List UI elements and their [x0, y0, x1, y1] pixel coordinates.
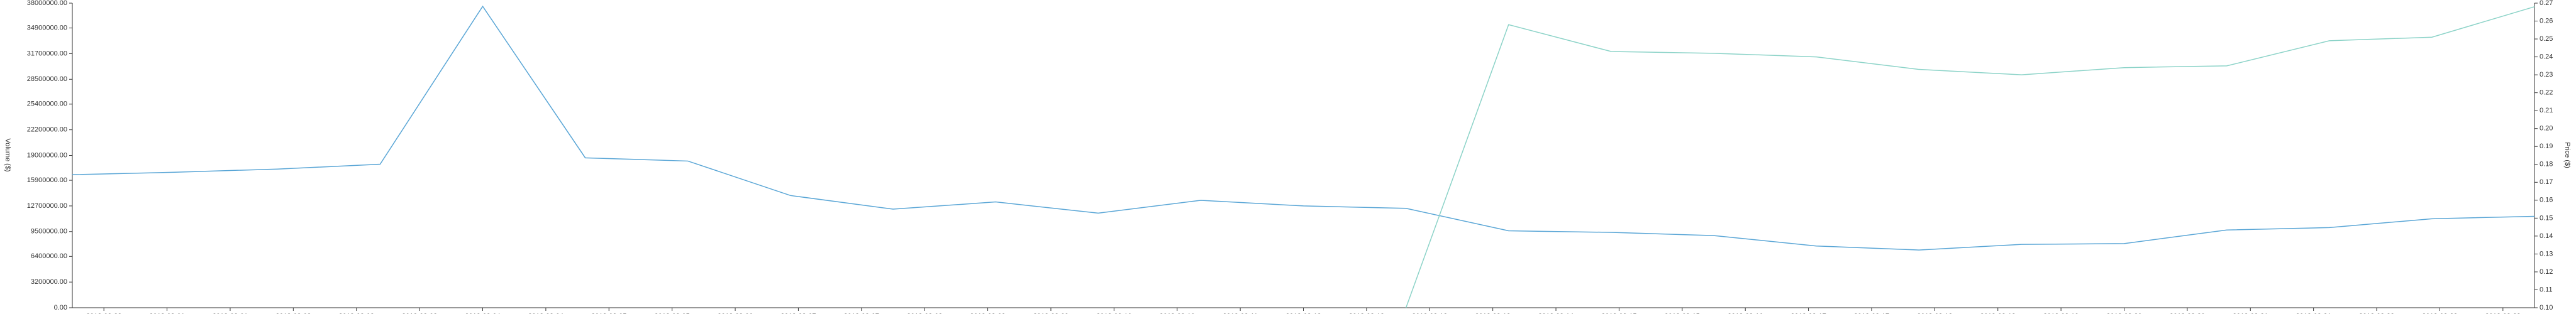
- x-tick-label: 2018-03-04: [465, 313, 500, 314]
- x-tick-label: 2018-02-28: [86, 313, 121, 314]
- y-axis-label: Volume ($): [4, 138, 11, 171]
- x-tick-label: 2018-03-21: [2233, 313, 2268, 314]
- y2-tick-label: 0.22: [2540, 89, 2553, 97]
- x-tick-label: 2018-03-07: [844, 313, 879, 314]
- series-line: [1405, 6, 2535, 308]
- y2-tick-label: 0.12: [2540, 268, 2553, 276]
- x-tick-label: 2018-03-10: [1160, 313, 1195, 314]
- x-tick-label: 2018-03-23: [2422, 313, 2457, 314]
- y2-tick-label: 0.24: [2540, 53, 2553, 60]
- x-tick-label: 2018-03-10: [1096, 313, 1131, 314]
- y2-tick-label: 0.16: [2540, 197, 2553, 204]
- x-tick-label: 2018-03-16: [1728, 313, 1763, 314]
- y-tick-label: 31700000.00: [27, 50, 67, 57]
- x-tick-label: 2018-03-11: [1223, 313, 1257, 314]
- x-tick-label: 2018-03-23: [2485, 313, 2521, 314]
- y2-tick-label: 0.15: [2540, 214, 2553, 222]
- x-tick-label: 2018-03-12: [1349, 313, 1384, 314]
- y-tick-label: 6400000.00: [31, 252, 67, 260]
- x-tick-label: 2018-03-07: [780, 313, 816, 314]
- y2-axis-label: Price ($): [2563, 142, 2571, 168]
- x-tick-label: 2018-03-05: [591, 313, 626, 314]
- x-tick-label: 2018-03-01: [149, 313, 184, 314]
- y2-tick-label: 0.19: [2540, 143, 2553, 150]
- x-tick-label: 2018-03-04: [528, 313, 564, 314]
- y-tick-label: 28500000.00: [27, 75, 67, 83]
- y-tick-label: 19000000.00: [27, 151, 67, 159]
- y-tick-label: 22200000.00: [27, 126, 67, 134]
- x-tick-label: 2018-03-05: [655, 313, 690, 314]
- series-line: [72, 5, 2535, 251]
- x-tick-label: 2018-03-13: [1412, 313, 1447, 314]
- x-tick-label: 2018-03-13: [1475, 313, 1511, 314]
- y2-tick-label: 0.26: [2540, 17, 2553, 24]
- x-tick-label: 2018-03-08: [907, 313, 942, 314]
- x-tick-label: 2018-03-09: [1033, 313, 1069, 314]
- y-tick-label: 3200000.00: [31, 278, 67, 286]
- y2-tick-label: 0.13: [2540, 250, 2553, 257]
- y-tick-label: 25400000.00: [27, 100, 67, 108]
- y2-tick-label: 0.25: [2540, 35, 2553, 43]
- y2-tick-label: 0.11: [2540, 286, 2553, 293]
- x-tick-label: 2018-03-12: [1285, 313, 1321, 314]
- x-tick-label: 2018-03-02: [339, 313, 374, 314]
- y2-tick-label: 0.18: [2540, 161, 2553, 168]
- x-tick-label: 2018-03-15: [1665, 313, 1700, 314]
- x-tick-label: 2018-03-03: [402, 313, 437, 314]
- y-tick-label: 12700000.00: [27, 202, 67, 210]
- y2-tick-label: 0.27: [2540, 0, 2553, 7]
- y-tick-label: 9500000.00: [31, 228, 67, 236]
- y-tick-label: 34900000.00: [27, 24, 67, 31]
- y2-tick-label: 0.17: [2540, 178, 2553, 186]
- x-tick-label: 2018-03-02: [275, 313, 311, 314]
- y-tick-label: 15900000.00: [27, 176, 67, 184]
- y2-tick-label: 0.10: [2540, 304, 2553, 311]
- x-tick-label: 2018-03-17: [1790, 313, 1826, 314]
- y2-tick-label: 0.20: [2540, 125, 2553, 133]
- x-tick-label: 2018-03-18: [1980, 313, 2016, 314]
- x-tick-label: 2018-03-15: [1601, 313, 1636, 314]
- x-tick-label: 2018-03-17: [1854, 313, 1889, 314]
- x-tick-label: 2018-03-22: [2359, 313, 2394, 314]
- x-tick-label: 2018-03-01: [213, 313, 248, 314]
- x-tick-label: 2018-03-20: [2106, 313, 2141, 314]
- x-tick-label: 2018-03-06: [718, 313, 753, 314]
- x-tick-label: 2018-03-18: [1917, 313, 1952, 314]
- x-tick-label: 2018-03-14: [1538, 313, 1574, 314]
- x-tick-label: 2018-03-20: [2170, 313, 2205, 314]
- y-tick-label: 0.00: [54, 304, 67, 311]
- y-tick-label: 38000000.00: [27, 0, 67, 7]
- y2-tick-label: 0.21: [2540, 107, 2553, 114]
- y2-tick-label: 0.23: [2540, 71, 2553, 78]
- x-tick-label: 2018-03-19: [2043, 313, 2079, 314]
- y2-tick-label: 0.14: [2540, 232, 2553, 240]
- x-tick-label: 2018-03-09: [970, 313, 1005, 314]
- x-tick-label: 2018-03-21: [2296, 313, 2331, 314]
